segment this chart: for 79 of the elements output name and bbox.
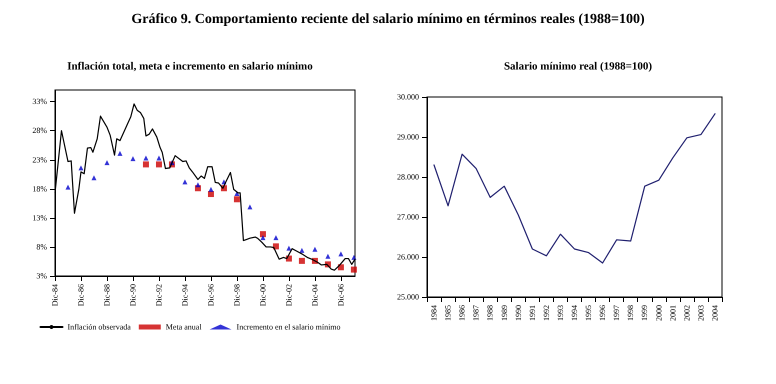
y-tick-label: 28%: [32, 126, 48, 136]
point: [260, 235, 266, 240]
point: [299, 248, 304, 253]
x-tick-label: 1992: [542, 305, 551, 321]
chart-title: Salario mínimo real (1988=100): [504, 60, 652, 72]
y-tick-label: 26.000: [397, 252, 419, 262]
x-tick-label: Dic-86: [76, 284, 86, 306]
legend-label: Inflación observada: [67, 322, 132, 332]
legend-label: Meta anual: [166, 322, 202, 332]
y-tick-label: 18%: [32, 184, 48, 194]
x-tick-label: 1987: [472, 305, 481, 321]
x-tick-label: Dic-96: [206, 284, 216, 306]
y-tick-label: 13%: [32, 213, 48, 222]
y-tick-label: 29.000: [397, 132, 419, 142]
point: [156, 156, 162, 161]
x-tick-label: 1991: [528, 305, 537, 321]
y-tick-label: 27.000: [397, 212, 419, 222]
x-tick-label: Dic-06: [336, 284, 346, 306]
x-tick-label: Dic-90: [128, 284, 138, 306]
x-tick-label: 1993: [556, 305, 565, 321]
point: [312, 246, 318, 252]
x-tick-label: Dic-84: [50, 284, 60, 306]
x-tick-label: 1996: [598, 305, 608, 321]
point: [78, 165, 84, 170]
x-tick-label: Dic-00: [258, 284, 268, 306]
y-tick-label: 23%: [32, 155, 48, 164]
point: [195, 182, 200, 188]
point: [325, 254, 330, 259]
y-tick-label: 25.000: [397, 292, 419, 302]
point: [117, 150, 122, 156]
point: [260, 231, 266, 238]
x-tick-label: Dic-02: [284, 284, 294, 306]
x-tick-label: 1985: [444, 305, 453, 321]
point: [142, 161, 149, 168]
point: [350, 266, 357, 273]
point: [104, 160, 110, 166]
x-tick-label: 1986: [458, 305, 467, 321]
point: [234, 196, 240, 202]
x-tick-label: 1990: [514, 305, 523, 321]
y-tick-label: 33%: [32, 97, 48, 106]
x-tick-label: 1988: [486, 305, 495, 321]
point: [338, 251, 344, 256]
x-tick-label: Dic-94: [180, 284, 190, 306]
x-tick-label: Dic-88: [102, 284, 112, 306]
x-tick-label: 1989: [500, 305, 509, 321]
x-tick-label: 1994: [570, 305, 579, 321]
x-tick-label: 1984: [430, 305, 439, 321]
x-tick-label: Dic-98: [232, 284, 242, 306]
point: [130, 156, 136, 162]
point: [272, 243, 279, 250]
point: [65, 184, 70, 190]
point: [273, 235, 278, 240]
point: [298, 258, 305, 264]
y-tick-label: 28.000: [397, 172, 419, 182]
x-tick-label: 2003: [696, 305, 706, 321]
x-tick-label: 2002: [682, 305, 692, 321]
point: [91, 175, 96, 180]
x-tick-label: 2000: [654, 305, 664, 321]
x-tick-label: 1999: [640, 305, 650, 321]
legend-label: Incremento en el salario mínimo: [236, 322, 341, 332]
x-tick-label: 1997: [612, 305, 622, 321]
x-tick-label: 1998: [626, 305, 636, 321]
point: [182, 179, 188, 184]
x-tick-label: Dic-04: [310, 284, 320, 306]
y-tick-label: 30.000: [397, 92, 419, 102]
x-tick-label: 2001: [668, 305, 678, 321]
line-series: [433, 113, 716, 264]
text: Gráfico 9. Comportamiento reciente del salario mínimo en términos reales (1988=100): [130, 12, 646, 28]
point: [286, 246, 292, 251]
point: [208, 186, 214, 192]
point: [156, 161, 162, 168]
point: [143, 156, 148, 161]
x-tick-label: 2004: [710, 305, 720, 321]
x-tick-label: 1995: [584, 305, 594, 321]
y-tick-label: 3%: [36, 272, 48, 280]
y-tick-label: 8%: [36, 242, 48, 252]
chart-title: Inflación total, meta e incremento en salario mínimo: [67, 60, 314, 72]
point: [247, 204, 252, 210]
x-tick-label: Dic-92: [154, 284, 164, 306]
